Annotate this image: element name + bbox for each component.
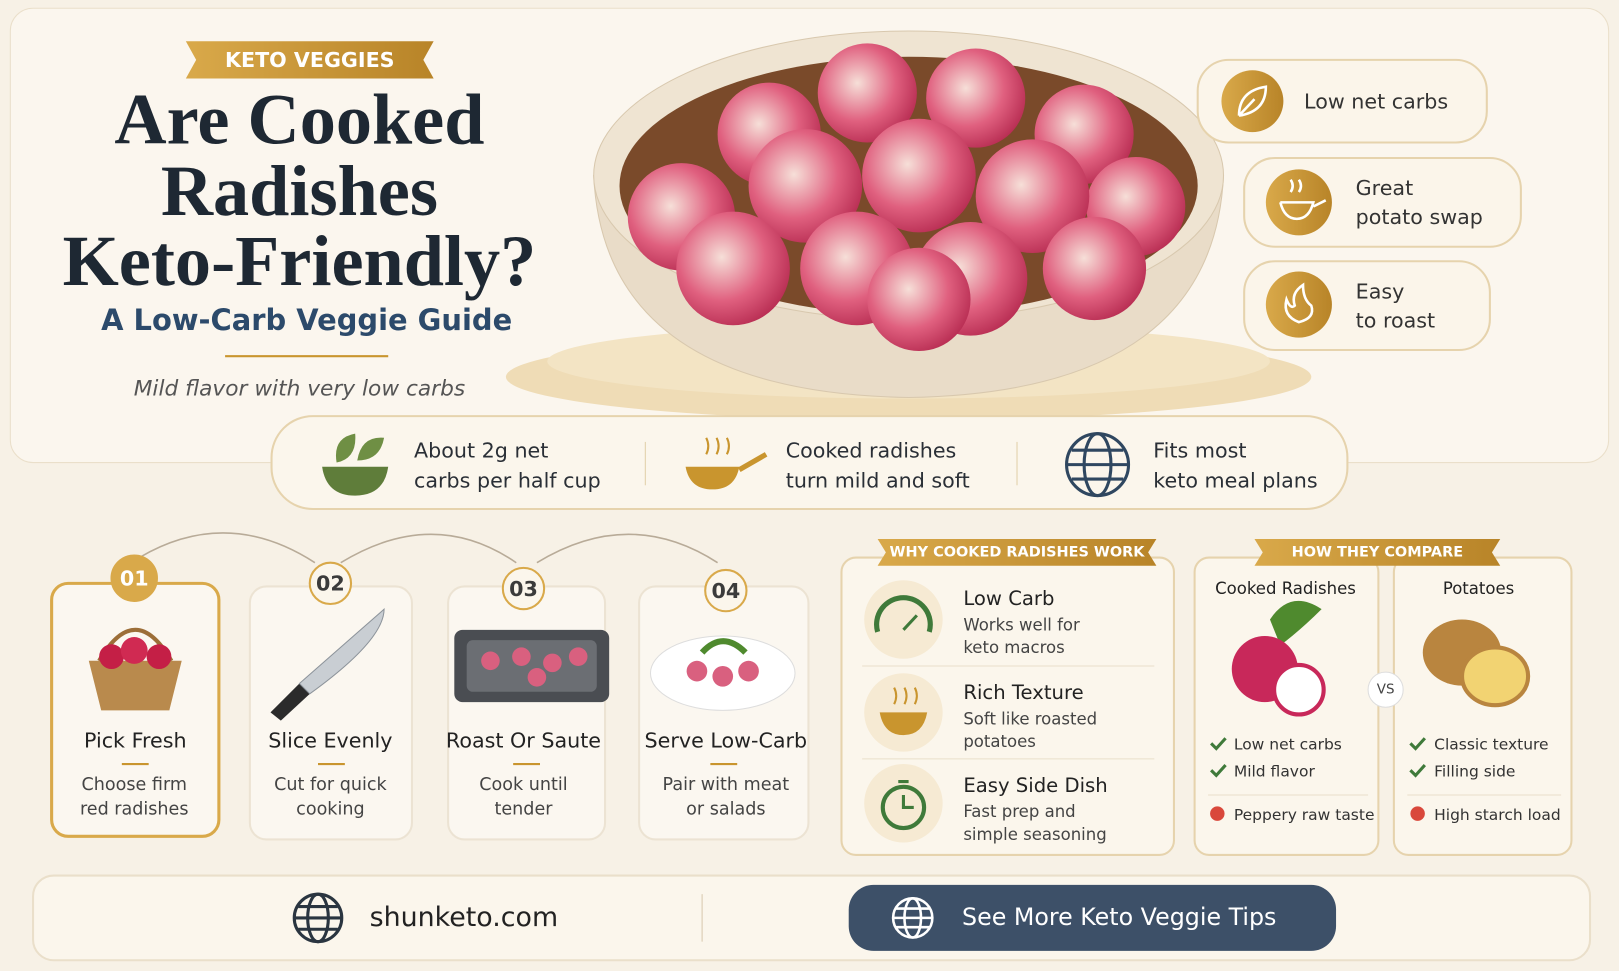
step-title: Slice Evenly bbox=[268, 727, 393, 753]
step-title: Roast Or Saute bbox=[445, 727, 602, 753]
vs-label: VS bbox=[1376, 681, 1395, 698]
step-arrows bbox=[138, 532, 719, 564]
step-number: 04 bbox=[711, 578, 741, 603]
step-number-circles bbox=[110, 554, 748, 613]
reason-title: Low Carb bbox=[963, 587, 1055, 611]
feature-label: to roast bbox=[1355, 307, 1436, 333]
cta-label[interactable]: See More Keto Veggie Tips bbox=[962, 904, 1277, 932]
cta-button[interactable] bbox=[848, 884, 1337, 951]
why-icons bbox=[864, 580, 943, 843]
step-number: 02 bbox=[316, 570, 345, 596]
step-number: 01 bbox=[119, 565, 149, 591]
radishes bbox=[627, 43, 1186, 352]
fact-label: keto meal plans bbox=[1153, 467, 1318, 493]
globe-icon bbox=[292, 892, 344, 944]
pro-label: Low net carbs bbox=[1233, 735, 1342, 754]
fact-label: turn mild and soft bbox=[785, 467, 970, 493]
fact-label: Cooked radishes bbox=[785, 437, 957, 463]
step-desc: or salads bbox=[686, 799, 766, 820]
step-desc: Pair with meat bbox=[662, 774, 790, 796]
step-title: Serve Low-Carb bbox=[644, 727, 808, 753]
vs-circle bbox=[1367, 671, 1404, 708]
footer-bar bbox=[32, 874, 1592, 962]
side-glyphs bbox=[1237, 85, 1327, 324]
feature-label: Low net carbs bbox=[1304, 88, 1449, 114]
badge-ribbon bbox=[185, 41, 434, 79]
pro-label: Classic texture bbox=[1434, 735, 1549, 754]
step-title: Pick Fresh bbox=[83, 727, 187, 753]
step-desc: red radishes bbox=[79, 799, 189, 820]
feature-label: Great bbox=[1355, 175, 1414, 201]
step-icons bbox=[88, 608, 796, 721]
step-desc: tender bbox=[494, 799, 553, 820]
pro-label: Filling side bbox=[1434, 761, 1516, 781]
fact-label: Fits most bbox=[1153, 437, 1247, 463]
step-desc: Cook until bbox=[479, 774, 568, 796]
check-marks bbox=[1210, 737, 1427, 778]
fact-label: carbs per half cup bbox=[414, 467, 601, 493]
title-line: Radishes bbox=[160, 151, 438, 232]
compare-ribbon bbox=[1254, 538, 1501, 566]
reason-desc: simple seasoning bbox=[963, 824, 1107, 845]
site-url: shunketo.com bbox=[369, 902, 559, 934]
step-number: 03 bbox=[509, 576, 538, 601]
step-desc: cooking bbox=[296, 799, 365, 820]
tagline: Mild flavor with very low carbs bbox=[133, 375, 466, 401]
fact-label: About 2g net bbox=[414, 437, 549, 463]
feature-label: potato swap bbox=[1355, 204, 1483, 230]
globe-icon bbox=[891, 896, 934, 939]
reason-desc: potatoes bbox=[963, 731, 1036, 752]
section-heading: HOW THEY COMPARE bbox=[1291, 544, 1464, 561]
subtitle: A Low-Carb Veggie Guide bbox=[101, 303, 513, 338]
column-name: Cooked Radishes bbox=[1215, 578, 1356, 599]
section-heading: WHY COOKED RADISHES WORK bbox=[889, 544, 1145, 561]
why-ribbon bbox=[877, 538, 1157, 566]
reason-desc: Soft like roasted bbox=[963, 708, 1098, 729]
pro-label: Mild flavor bbox=[1233, 761, 1315, 781]
feature-label: Easy bbox=[1355, 278, 1405, 304]
con-label: High starch load bbox=[1434, 805, 1561, 824]
reason-desc: keto macros bbox=[963, 637, 1065, 658]
reason-desc: Works well for bbox=[963, 614, 1080, 635]
cross-marks bbox=[1210, 806, 1425, 821]
title-line: Keto-Friendly? bbox=[62, 221, 537, 302]
fact-icons bbox=[322, 432, 1131, 498]
reason-desc: Fast prep and bbox=[963, 801, 1076, 822]
title-line: Are Cooked bbox=[114, 80, 485, 161]
step-desc: Cut for quick bbox=[274, 774, 387, 796]
reason-title: Rich Texture bbox=[963, 681, 1084, 705]
con-label: Peppery raw taste bbox=[1233, 805, 1375, 824]
column-name: Potatoes bbox=[1442, 578, 1515, 599]
step-desc: Choose firm bbox=[81, 774, 187, 796]
badge: KETO VEGGIES bbox=[224, 47, 395, 73]
compare-images bbox=[1231, 600, 1531, 717]
reason-title: Easy Side Dish bbox=[963, 774, 1108, 798]
